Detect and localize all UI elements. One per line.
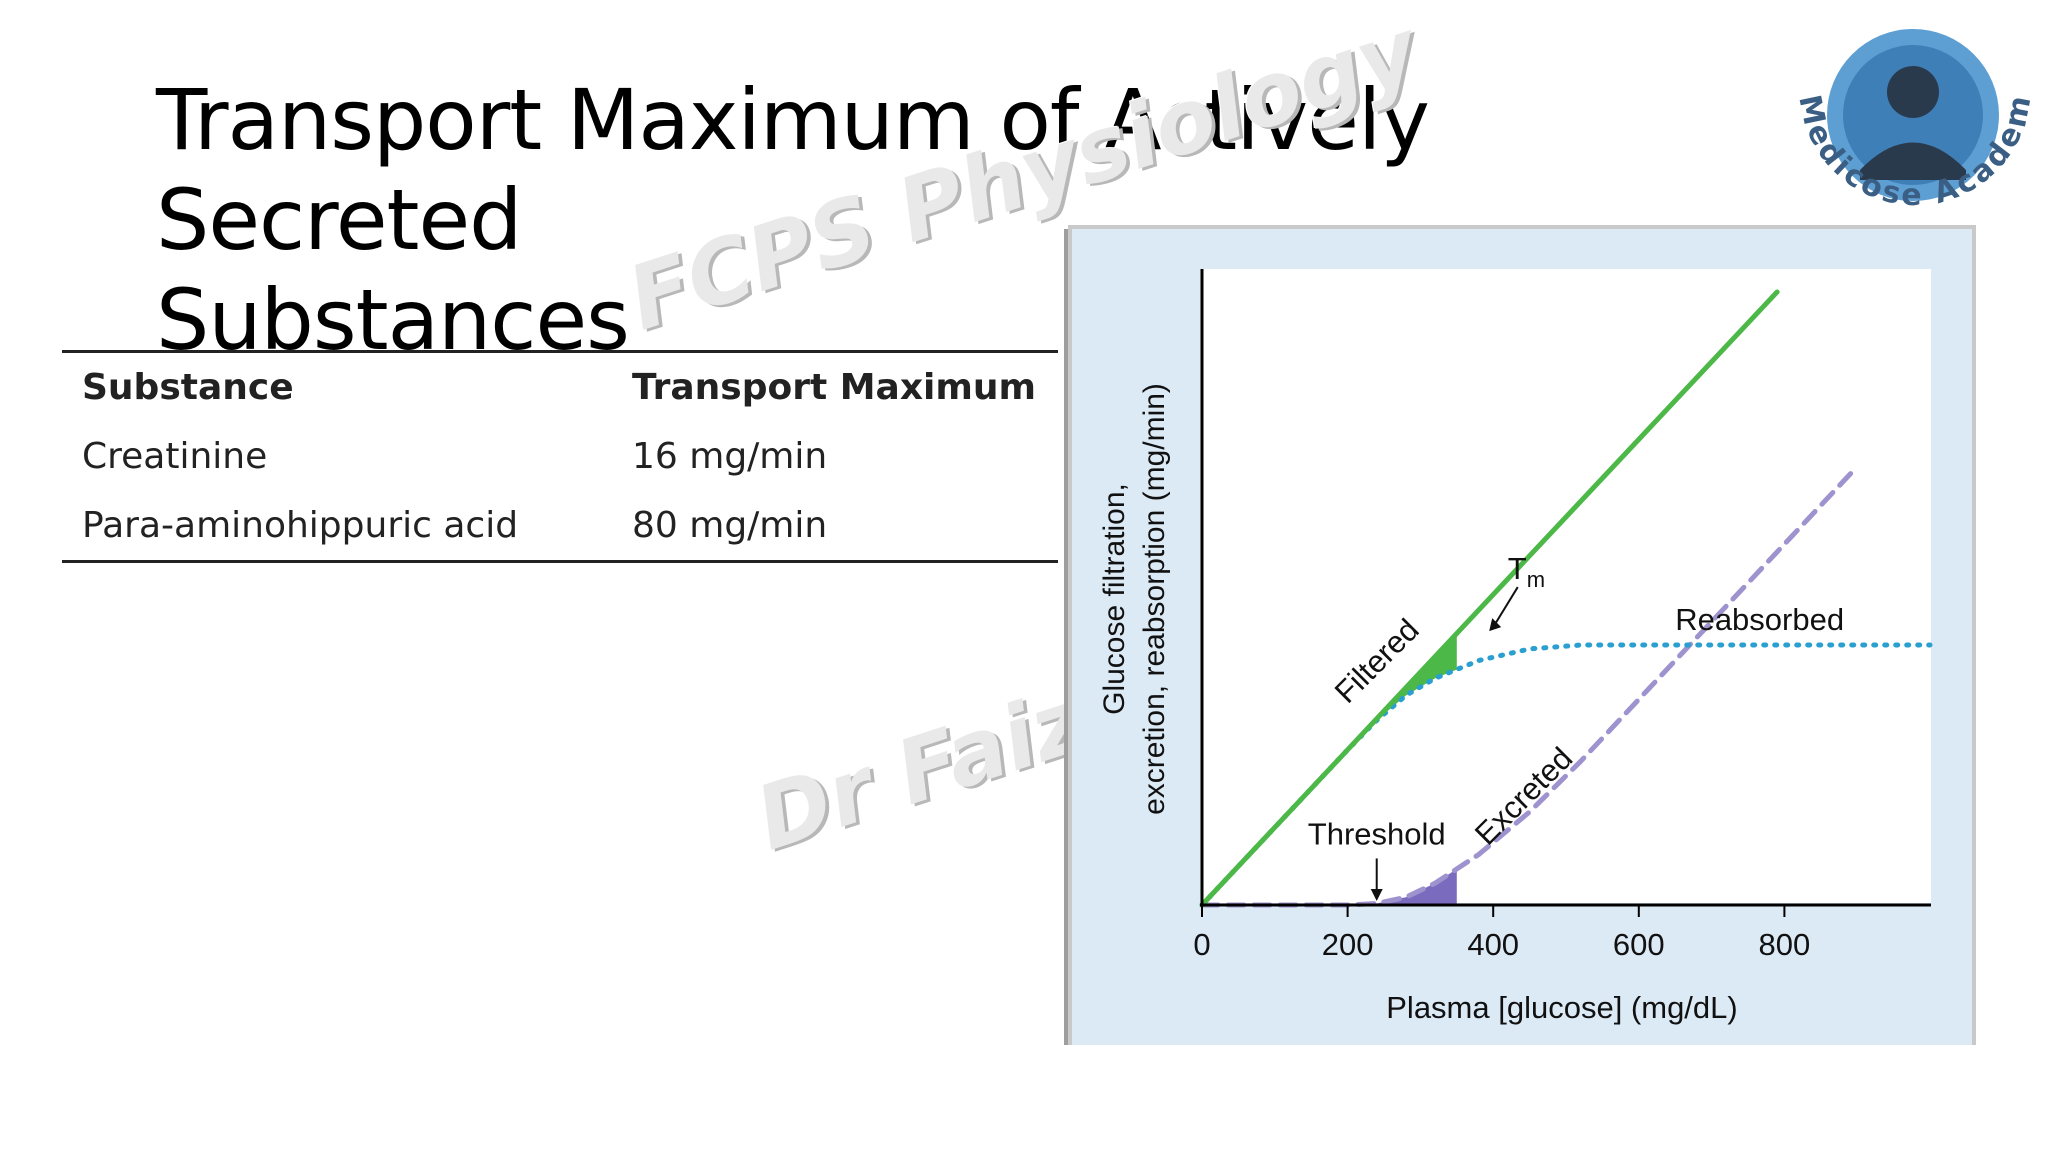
x-tick-label: 200 — [1322, 927, 1374, 962]
table-row: Creatinine 16 mg/min — [62, 422, 1058, 491]
y-axis-label-line-1: Glucose filtration, — [1098, 483, 1131, 715]
table-cell-substance: Para-aminohippuric acid — [82, 505, 519, 546]
plot-background — [1202, 269, 1931, 903]
x-axis-label: Plasma [glucose] (mg/dL) — [1386, 990, 1737, 1025]
transport-maximum-table: Substance Transport Maximum Creatinine 1… — [62, 350, 1058, 563]
table-row: Para-aminohippuric acid 80 mg/min — [62, 491, 1058, 560]
label-reabsorbed: Reabsorbed — [1675, 602, 1844, 637]
series-line-filtered — [1199, 289, 1780, 908]
table-header-transport-maximum: Transport Maximum — [632, 367, 1037, 408]
label-tm: Tm — [1508, 551, 1545, 592]
label-tm-subscript: m — [1527, 567, 1545, 592]
excreted-splay-fill — [1376, 868, 1457, 905]
x-tick-label: 400 — [1467, 927, 1519, 962]
table-cell-value: 16 mg/min — [632, 436, 828, 477]
panel-shadow — [1064, 229, 1070, 1045]
x-tick-label: 0 — [1193, 927, 1210, 962]
threshold-arrowhead — [1370, 889, 1383, 901]
slide-title: Transport Maximum of Actively Secreted S… — [156, 70, 1716, 370]
tm-arrowhead — [1489, 618, 1502, 632]
x-tick-label: 600 — [1613, 927, 1665, 962]
glucose-titration-chart: 0 200 400 600 800 Plasma [glucose] (mg/dL) G… — [1098, 269, 1933, 1025]
y-axis-label-line-2: excretion, reabsorption (mg/min) — [1138, 383, 1171, 815]
slide-title-line-1: Transport Maximum of Actively Secreted — [156, 71, 1430, 269]
chart-panel: 0 200 400 600 800 Plasma [glucose] (mg/dL) G… — [1068, 225, 1976, 1045]
medicose-academics-logo: Medicose Academics — [1780, 20, 2036, 213]
table-header-substance: Substance — [82, 367, 294, 408]
table-header-row: Substance Transport Maximum — [62, 353, 1058, 422]
series-line-reabsorbed — [1199, 642, 1933, 908]
x-tick-label: 800 — [1759, 927, 1811, 962]
tm-arrow — [1492, 586, 1519, 628]
label-threshold: Threshold — [1308, 816, 1446, 851]
table-cell-value: 80 mg/min — [632, 505, 828, 546]
table-cell-substance: Creatinine — [82, 436, 268, 477]
